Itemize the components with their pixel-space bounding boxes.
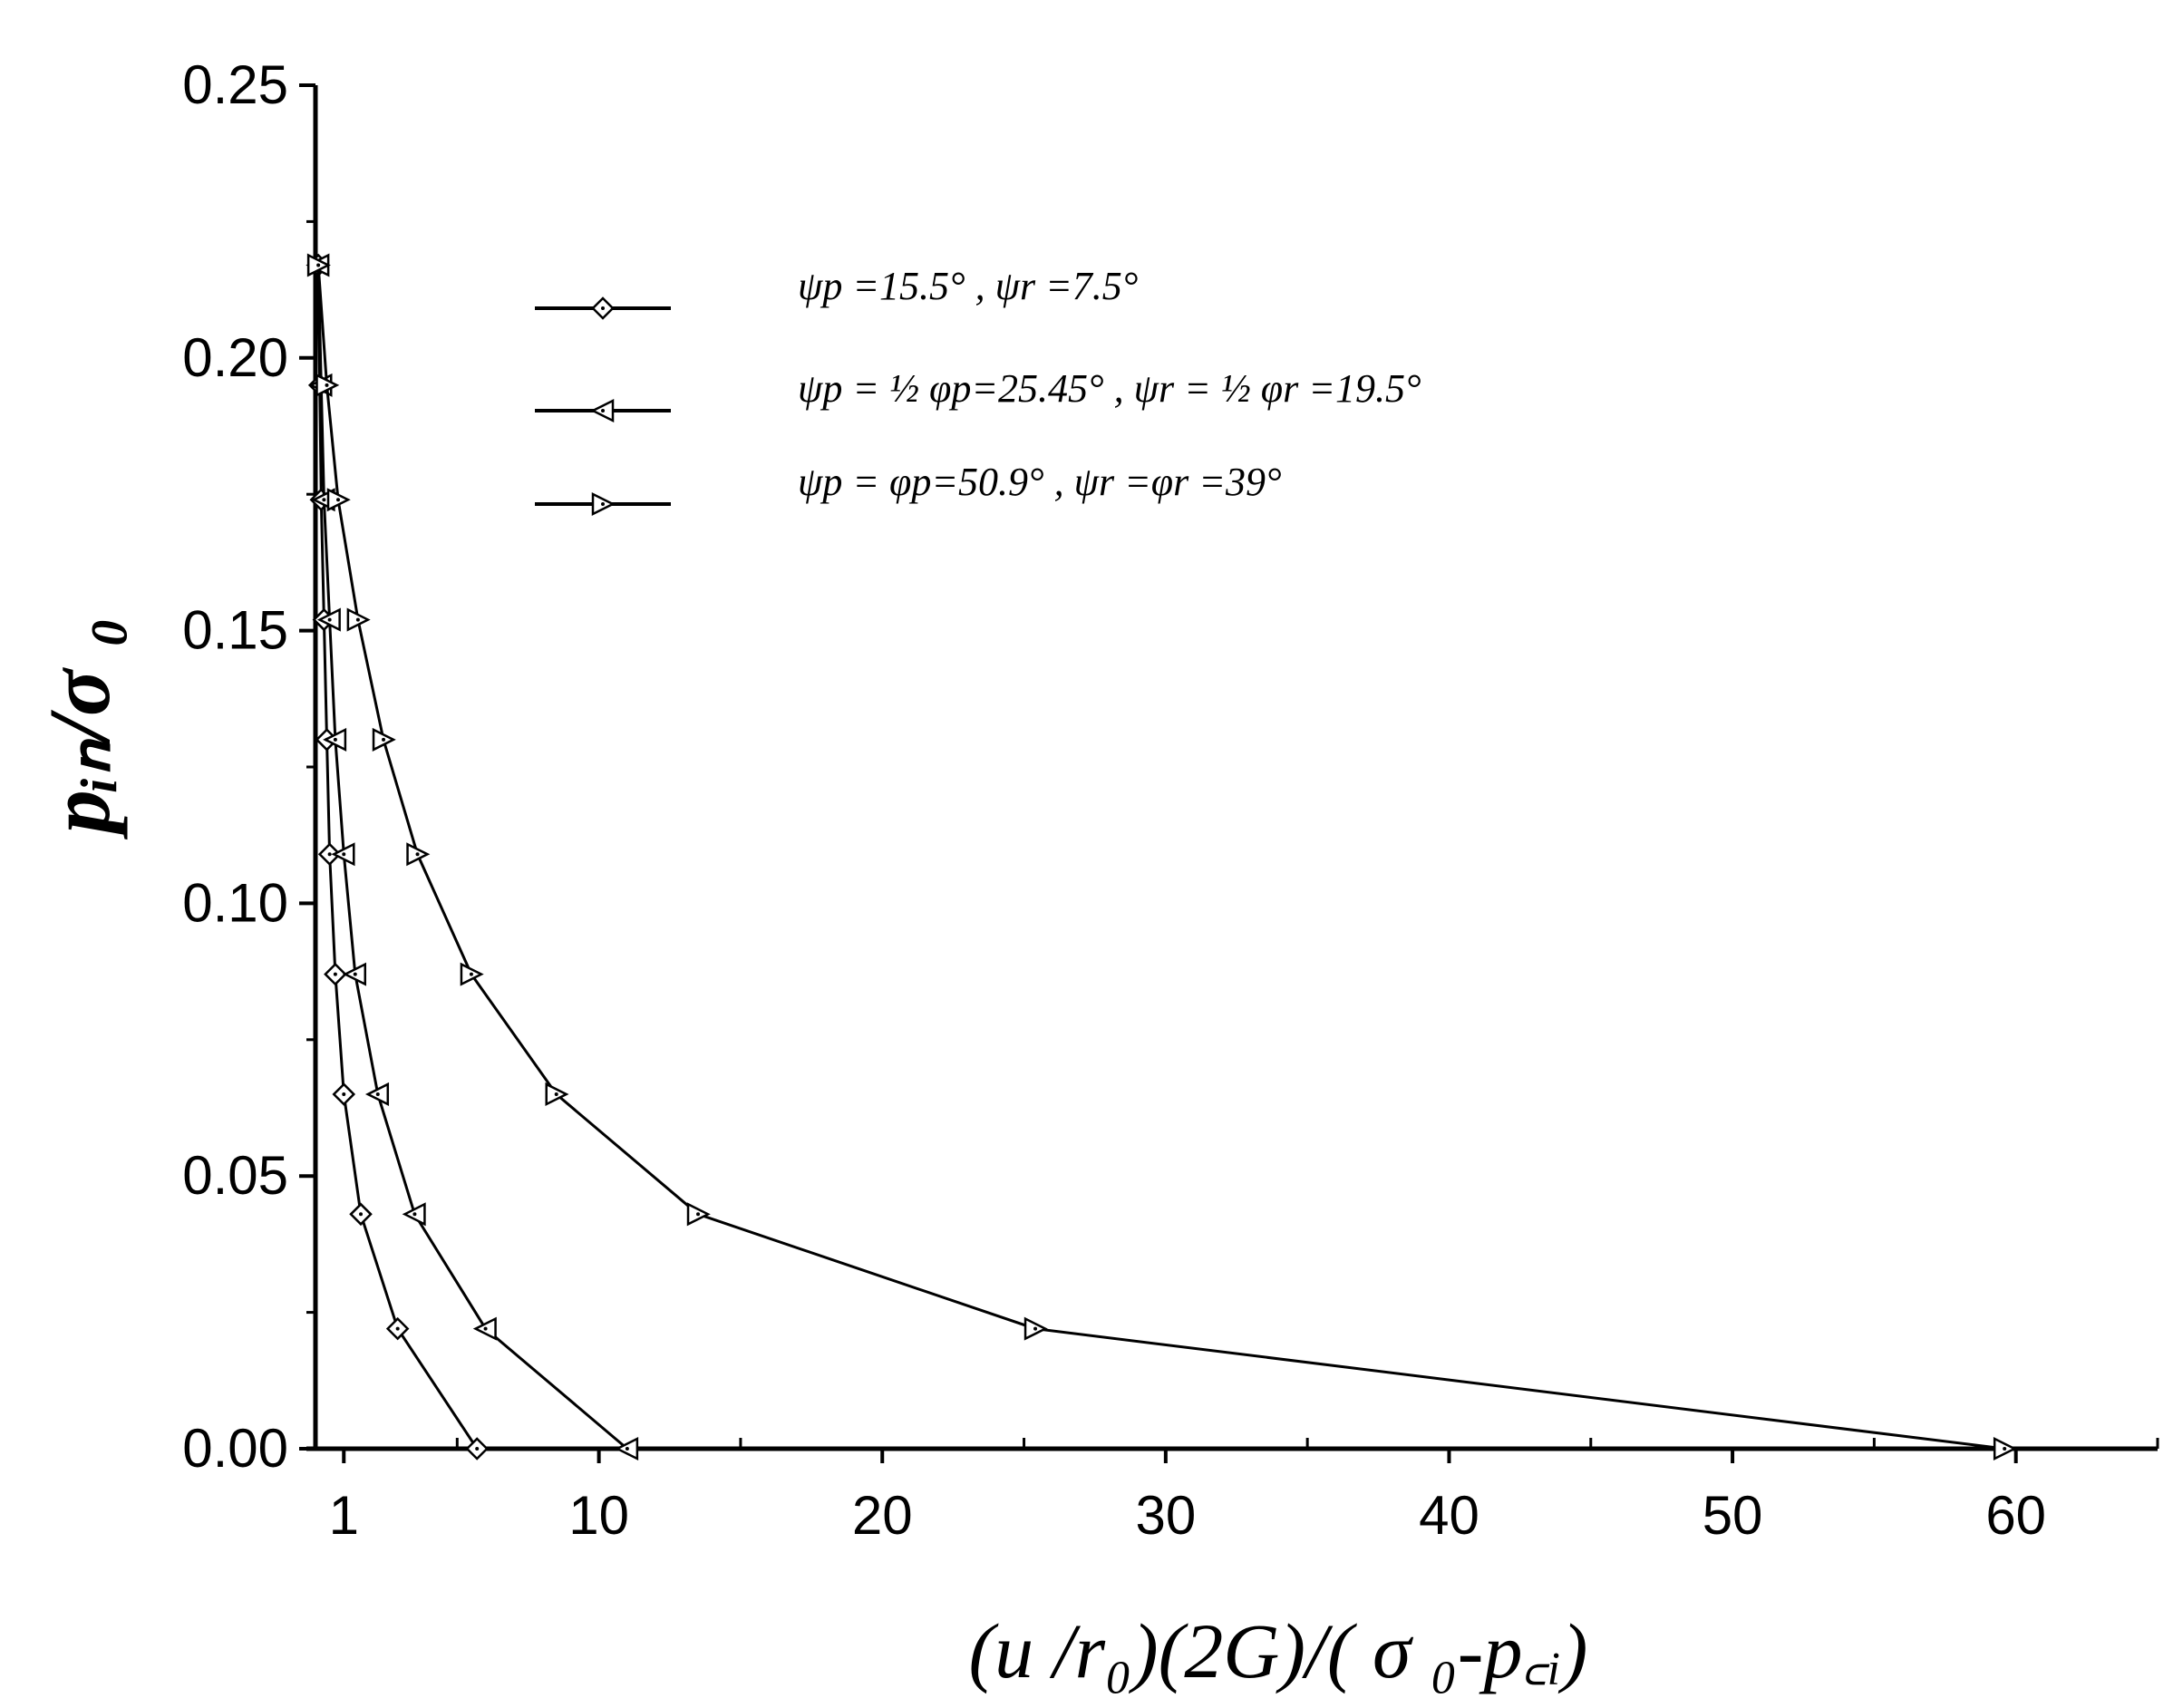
data-point-center [327,852,332,857]
x-tick-label: 30 [1135,1485,1196,1546]
y-tick-label: 0.20 [182,327,288,388]
series-line-3 [316,265,2005,1451]
y-tick-label: 0.00 [182,1418,288,1479]
data-point-center [483,1326,488,1331]
series-1 [306,253,489,1461]
legend-item-2: ψp = ½ φp=25.45° , ψr = ½ φr =19.5° [535,366,1421,423]
series-layer [306,253,2017,1461]
data-point-center [353,972,357,976]
series-3 [306,253,2017,1461]
data-point-center [359,1212,364,1217]
x-tick-label: 20 [852,1485,913,1546]
data-point-center [601,306,605,310]
series-line-2 [316,265,628,1451]
axes: 1 10 20 30 40 50 60 0.00 0.05 0.10 0.15 0.20 0.25 [182,54,2159,1546]
x-tick-label: 40 [1419,1485,1479,1546]
y-tick-label: 0.05 [182,1145,288,1206]
series-2 [306,253,639,1461]
data-point-center [415,852,420,857]
legend: ψp =15.5° , ψr =7.5° ψp = ½ φp=25.45° , ψ… [535,264,1421,517]
x-axis-label: (u /r₀)(2G)/( σ ₀-p꜀ᵢ) [969,1607,1588,1694]
data-point-center [475,1447,480,1451]
y-tick-label: 0.15 [182,600,288,661]
x-tick-label: 50 [1703,1485,1763,1546]
data-point-center [333,972,337,976]
data-point-center [336,498,341,502]
y-axis-label: pᵢₙ/σ ₀ [31,617,128,839]
legend-item-3: ψp = φp=50.9° , ψr =φr =39° [535,460,1282,517]
data-point-center [412,1212,417,1217]
y-tick-label: 0.25 [182,54,288,115]
data-point-center [355,617,360,622]
data-point-center [469,972,473,976]
data-point-center [1033,1326,1038,1331]
x-tick-label: 10 [568,1485,629,1546]
legend-item-1: ψp =15.5° , ψr =7.5° [535,264,1138,320]
data-point-center [342,1092,346,1096]
data-point-center [625,1447,629,1451]
data-point-center [342,852,346,857]
legend-label: ψp = ½ φp=25.45° , ψr = ½ φr =19.5° [798,366,1421,411]
data-point-center [316,263,321,267]
y-tick-label: 0.10 [182,872,288,933]
legend-label: ψp = φp=50.9° , ψr =φr =39° [798,460,1282,504]
x-tick-label: 1 [329,1485,359,1546]
data-point-center [601,409,605,412]
data-point-center [325,383,329,387]
x-ticks: 1 10 20 30 40 50 60 [329,1438,2159,1546]
data-point-center [554,1092,558,1096]
x-tick-label: 60 [1985,1485,2046,1546]
data-point-center [327,617,332,622]
data-point-center [696,1212,701,1217]
data-point-center [601,502,605,506]
data-point-center [382,737,386,742]
data-point-center [322,498,326,502]
y-ticks: 0.00 0.05 0.10 0.15 0.20 0.25 [182,54,315,1479]
data-point-center [333,737,337,742]
legend-label: ψp =15.5° , ψr =7.5° [798,264,1138,308]
data-point-center [375,1092,380,1096]
data-point-center [2003,1447,2007,1451]
data-point-center [395,1326,400,1331]
